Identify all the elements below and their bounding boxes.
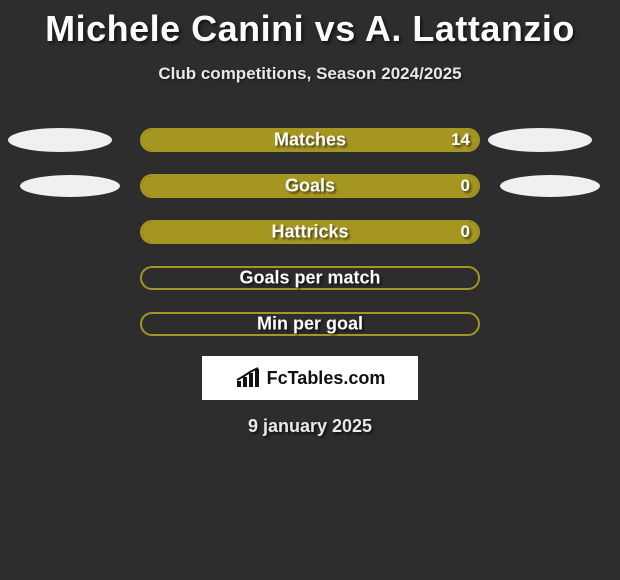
date-text: 9 january 2025 <box>0 416 620 437</box>
stat-value-right: 14 <box>451 130 470 150</box>
stat-rows: Matches 14 Goals 0 Hattricks 0 Goals per match… <box>0 128 620 336</box>
stat-row: Matches 14 <box>0 128 620 152</box>
stat-row: Goals per match <box>0 266 620 290</box>
stat-label: Goals per match <box>239 268 380 289</box>
stat-label: Hattricks <box>271 222 348 243</box>
stat-label: Goals <box>285 176 335 197</box>
stat-row: Min per goal <box>0 312 620 336</box>
stat-label: Matches <box>274 130 346 151</box>
stat-row: Hattricks 0 <box>0 220 620 244</box>
stat-bar: Goals per match <box>140 266 480 290</box>
comparison-title: Michele Canini vs A. Lattanzio <box>0 0 620 50</box>
stat-bar: Matches 14 <box>140 128 480 152</box>
subtitle: Club competitions, Season 2024/2025 <box>0 64 620 84</box>
vs-text: vs <box>315 8 356 49</box>
stat-label: Min per goal <box>257 314 363 335</box>
brand-box: FcTables.com <box>202 356 418 400</box>
stat-value-right: 0 <box>461 176 470 196</box>
brand-text: FcTables.com <box>267 368 386 389</box>
stat-value-right: 0 <box>461 222 470 242</box>
player1-name: Michele Canini <box>45 8 304 49</box>
stat-bar: Min per goal <box>140 312 480 336</box>
brand-chart-icon <box>235 367 261 389</box>
right-ellipse <box>500 175 600 197</box>
stat-bar: Goals 0 <box>140 174 480 198</box>
left-ellipse <box>8 128 112 152</box>
left-ellipse <box>20 175 120 197</box>
stat-bar: Hattricks 0 <box>140 220 480 244</box>
right-ellipse <box>488 128 592 152</box>
stat-row: Goals 0 <box>0 174 620 198</box>
player2-name: A. Lattanzio <box>365 8 575 49</box>
